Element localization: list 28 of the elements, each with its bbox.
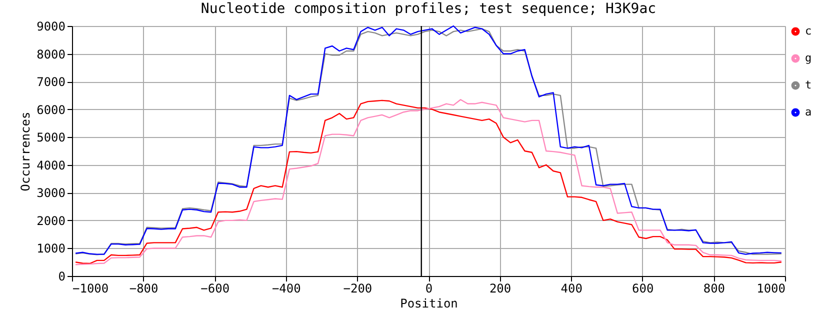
y-tick-label: 7000 <box>36 75 66 90</box>
x-tick-label: 200 <box>489 282 512 296</box>
legend-label: g <box>805 52 812 64</box>
x-tick-label: −1000 <box>72 282 109 296</box>
x-axis-title: Position <box>400 296 458 310</box>
y-tick-label: 8000 <box>36 47 66 62</box>
x-tick-label: 1000 <box>756 282 786 296</box>
y-tick-label: 6000 <box>36 102 66 117</box>
x-tick-label: 0 <box>425 282 433 296</box>
y-tick-label: 3000 <box>36 186 66 200</box>
legend-label: c <box>805 24 812 38</box>
x-tick-label: −600 <box>200 282 230 296</box>
y-axis-title: Occurrences <box>18 112 33 192</box>
y-tick-label: 0 <box>58 270 66 284</box>
x-tick-label: 400 <box>560 282 582 296</box>
legend-label: a <box>805 106 812 118</box>
y-tick-label: 5000 <box>36 130 66 145</box>
x-tick-label: 800 <box>703 282 726 296</box>
x-tick-label: −200 <box>343 282 372 296</box>
x-tick-label: −800 <box>129 282 158 296</box>
y-tick-label: 4000 <box>36 158 66 172</box>
x-tick-label: −400 <box>272 282 301 296</box>
legend-label: t <box>805 78 812 92</box>
x-tick-label: 600 <box>632 282 654 296</box>
y-tick-label: 1000 <box>36 242 66 256</box>
y-tick-label: 9000 <box>36 20 66 34</box>
y-tick-label: 2000 <box>36 214 66 228</box>
chart-title: Nucleotide composition profiles; test sequence; H3K9ac <box>200 1 656 17</box>
